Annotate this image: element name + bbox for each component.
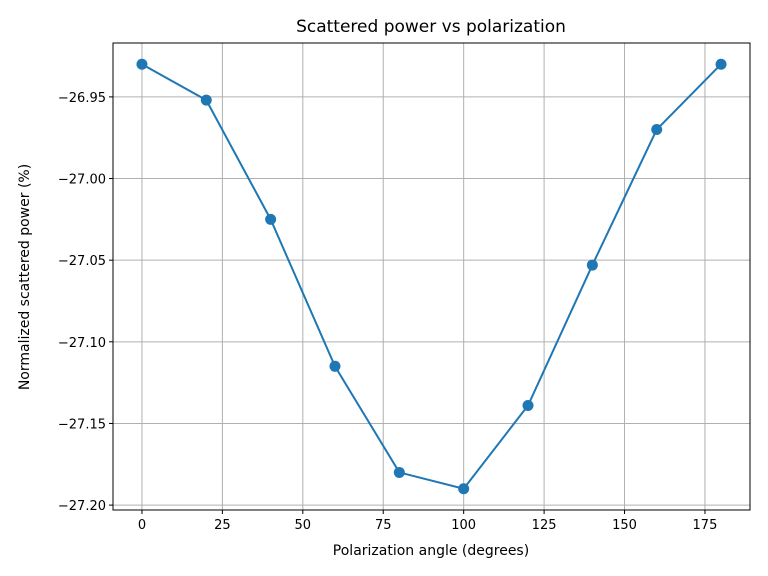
- data-point: [265, 213, 277, 225]
- x-tick-label: 50: [295, 518, 312, 533]
- x-axis-label: Polarization angle (degrees): [333, 543, 529, 559]
- x-tick-label: 175: [693, 518, 718, 533]
- series-layer: [136, 58, 727, 495]
- plot-frame: [112, 42, 751, 511]
- data-point: [522, 399, 534, 411]
- data-point: [458, 483, 470, 495]
- y-tick-label: −26.95: [58, 91, 106, 106]
- y-axis-label: Normalized scattered power (%): [17, 164, 33, 390]
- data-point: [329, 360, 341, 372]
- grid-lines: [113, 43, 750, 510]
- y-tick-label: −27.10: [58, 336, 106, 351]
- data-point: [393, 466, 405, 478]
- x-tick-label: 25: [214, 518, 231, 533]
- data-point: [586, 259, 598, 271]
- x-tick-label: 100: [451, 518, 476, 533]
- series-line: [141, 63, 722, 490]
- chart-title: Scattered power vs polarization: [296, 17, 566, 37]
- data-point: [200, 94, 212, 106]
- x-tick-label: 125: [532, 518, 557, 533]
- x-tick-label: 0: [138, 518, 146, 533]
- x-tick-label: 75: [375, 518, 392, 533]
- x-tick-label: 150: [612, 518, 637, 533]
- data-point: [651, 124, 663, 136]
- data-point: [136, 58, 148, 70]
- y-tick-label: −27.15: [58, 417, 106, 432]
- y-tick-label: −27.00: [58, 173, 106, 188]
- axis-ticks: 0 25 50 75 100 125 150 175 −26.95 −27.00 −27.05 −27…: [58, 91, 717, 533]
- data-point: [715, 58, 727, 70]
- y-tick-label: −27.05: [58, 254, 106, 269]
- y-tick-label: −27.20: [58, 499, 106, 514]
